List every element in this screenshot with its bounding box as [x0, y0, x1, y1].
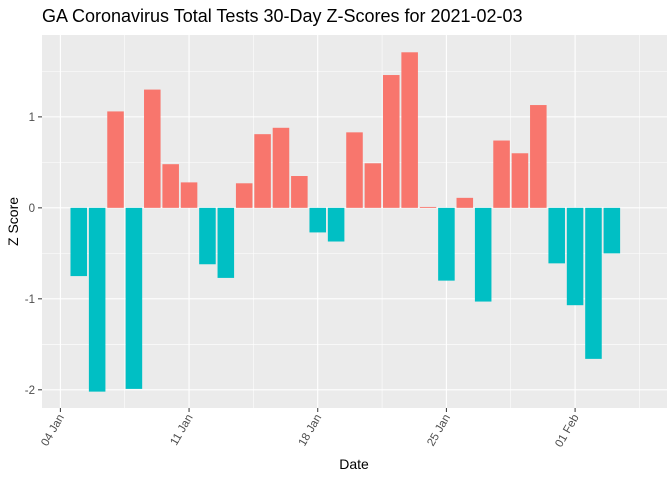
bar: [382, 75, 400, 208]
x-tick-label: 18 Jan: [297, 413, 325, 449]
bar: [456, 197, 474, 208]
x-tick-label: 04 Jan: [39, 413, 67, 449]
bar: [364, 163, 382, 208]
bar: [199, 207, 216, 265]
bar: [474, 207, 492, 302]
bar: [530, 105, 547, 208]
bar: [88, 207, 106, 392]
bar: [291, 176, 308, 208]
bar: [180, 182, 198, 208]
bar: [511, 153, 529, 208]
x-axis-title: Date: [339, 456, 369, 472]
bar: [254, 134, 271, 208]
bar: [585, 207, 602, 359]
y-tick-label: -2: [25, 385, 35, 397]
bar: [603, 207, 621, 254]
bar: [309, 207, 327, 233]
bar: [272, 127, 290, 208]
x-tick-label: 25 Jan: [425, 413, 453, 449]
x-axis: 04 Jan 11 Jan 18 Jan 25 Jan 01 Feb: [39, 408, 582, 450]
bar: [346, 132, 363, 208]
x-tick-label: 11 Jan: [168, 413, 195, 448]
bar: [144, 89, 161, 208]
bar: [327, 207, 345, 242]
bar: [217, 207, 235, 278]
y-axis-title: Z Score: [5, 197, 21, 246]
bar: [419, 206, 437, 208]
chart-title: GA Coronavirus Total Tests 30-Day Z-Scor…: [42, 6, 523, 26]
bar: [162, 164, 179, 208]
bar: [493, 140, 510, 208]
y-tick-label: 0: [29, 203, 35, 215]
y-axis: -2 -1 0 1: [25, 112, 42, 397]
bar: [438, 207, 455, 281]
bar: [548, 207, 565, 264]
bar: [401, 52, 418, 208]
bar: [125, 207, 143, 389]
bar: [107, 111, 124, 208]
x-tick-label: 01 Feb: [553, 413, 581, 450]
bar: [70, 207, 88, 277]
y-tick-label: -1: [25, 294, 35, 306]
bar: [566, 207, 584, 306]
bar: [235, 183, 253, 208]
y-tick-label: 1: [29, 112, 35, 124]
bars: [70, 52, 621, 392]
